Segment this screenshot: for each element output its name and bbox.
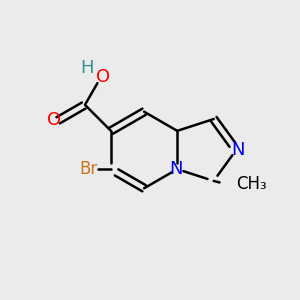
Text: N: N [231, 141, 244, 159]
Text: H: H [80, 59, 94, 77]
Text: N: N [169, 160, 182, 178]
Text: O: O [47, 111, 61, 129]
Text: CH₃: CH₃ [236, 175, 266, 193]
Text: Br: Br [79, 160, 98, 178]
Text: O: O [96, 68, 110, 86]
